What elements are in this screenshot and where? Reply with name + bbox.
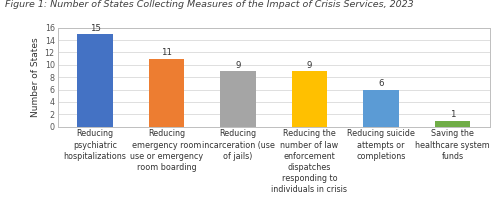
Text: 9: 9 xyxy=(236,61,240,70)
Text: 1: 1 xyxy=(450,110,455,119)
Text: Figure 1: Number of States Collecting Measures of the Impact of Crisis Services,: Figure 1: Number of States Collecting Me… xyxy=(5,0,414,9)
Bar xyxy=(434,121,470,127)
Text: 15: 15 xyxy=(90,24,101,33)
Bar xyxy=(292,71,328,127)
Text: 11: 11 xyxy=(161,49,172,57)
Bar xyxy=(77,34,113,127)
Bar xyxy=(220,71,256,127)
Text: 6: 6 xyxy=(378,79,384,88)
Text: 9: 9 xyxy=(307,61,312,70)
Bar xyxy=(148,59,184,127)
Bar xyxy=(363,89,399,127)
Y-axis label: Number of States: Number of States xyxy=(32,37,40,117)
